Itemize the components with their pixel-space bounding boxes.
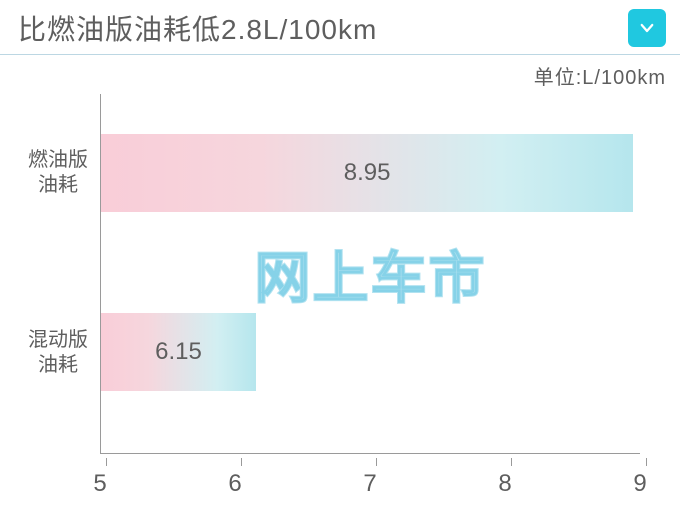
x-axis-ticks: 56789 — [100, 458, 640, 498]
y-axis-labels: 燃油版油耗混动版油耗 — [0, 94, 100, 454]
x-tick-label: 7 — [363, 470, 376, 498]
chevron-down-icon — [638, 19, 656, 37]
chart-area: 燃油版油耗混动版油耗 网上车市 8.95 6.15 — [0, 94, 680, 454]
x-tick-label: 8 — [498, 470, 511, 498]
bar: 8.95 — [101, 134, 633, 212]
tick-mark — [241, 458, 243, 466]
tick-mark — [376, 458, 378, 466]
x-tick-label: 6 — [228, 470, 241, 498]
watermark-text: 网上车市 — [255, 246, 487, 309]
x-tick-label: 9 — [633, 470, 646, 498]
tick-mark — [511, 458, 513, 466]
watermark: 网上车市 — [255, 233, 487, 314]
x-tick-label: 5 — [93, 470, 106, 498]
plot-region: 网上车市 8.95 6.15 — [100, 94, 640, 454]
tick-mark — [646, 458, 648, 466]
x-tick: 9 — [640, 458, 653, 498]
header-bar: 比燃油版油耗低2.8L/100km — [0, 0, 680, 55]
y-axis-category-label: 燃油版油耗 — [28, 148, 88, 198]
x-tick: 7 — [370, 458, 383, 498]
dropdown-button[interactable] — [628, 9, 666, 47]
x-tick: 6 — [235, 458, 248, 498]
tick-mark — [106, 458, 108, 466]
unit-label: 单位:L/100km — [0, 55, 680, 90]
x-tick: 8 — [505, 458, 518, 498]
x-tick: 5 — [100, 458, 113, 498]
page-title: 比燃油版油耗低2.8L/100km — [18, 8, 377, 48]
bar: 6.15 — [101, 313, 256, 391]
y-axis-category-label: 混动版油耗 — [28, 328, 88, 378]
bar-value-label: 6.15 — [155, 338, 202, 366]
bar-value-label: 8.95 — [344, 159, 391, 187]
